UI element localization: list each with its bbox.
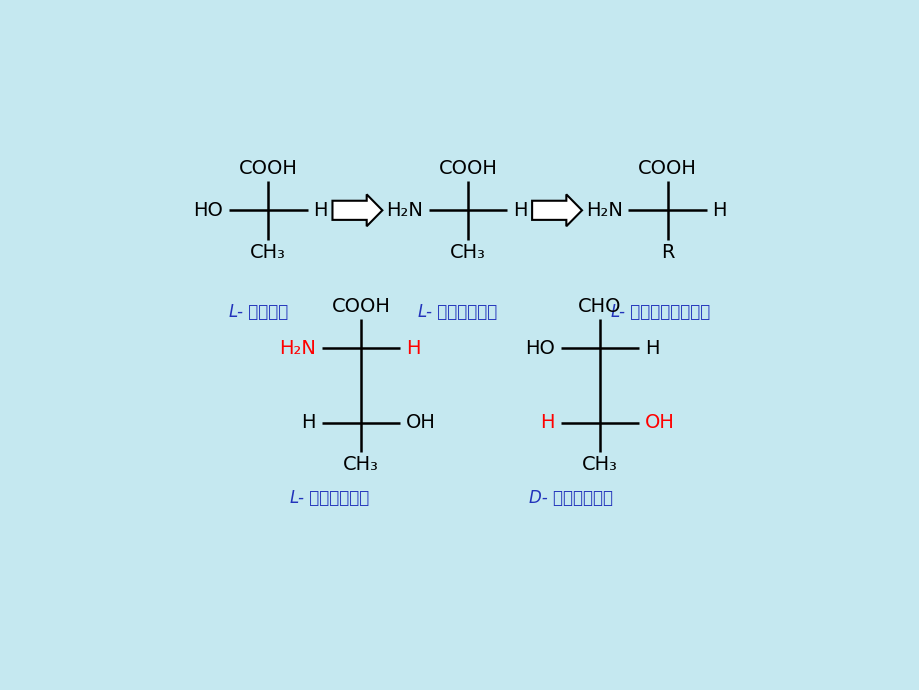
- Text: COOH: COOH: [438, 159, 497, 178]
- Text: COOH: COOH: [638, 159, 697, 178]
- Text: H: H: [512, 201, 527, 220]
- Polygon shape: [531, 195, 582, 226]
- Text: L- ？？？？？？: L- ？？？？？？: [417, 304, 497, 322]
- Text: OH: OH: [405, 413, 436, 433]
- Text: H: H: [644, 339, 659, 358]
- Text: COOH: COOH: [239, 159, 298, 178]
- Text: CH₃: CH₃: [449, 243, 485, 262]
- Text: OH: OH: [644, 413, 674, 433]
- Text: H₂N: H₂N: [386, 201, 423, 220]
- Text: COOH: COOH: [331, 297, 390, 316]
- Text: HO: HO: [193, 201, 223, 220]
- Polygon shape: [332, 195, 382, 226]
- Text: H₂N: H₂N: [585, 201, 622, 220]
- Text: CH₃: CH₃: [582, 455, 617, 474]
- Text: H: H: [711, 201, 726, 220]
- Text: H: H: [539, 413, 554, 433]
- Text: L- ？？？？？？: L- ？？？？？？: [289, 489, 369, 507]
- Text: HO: HO: [525, 339, 554, 358]
- Text: L- ？？？？: L- ？？？？: [229, 304, 288, 322]
- Text: H₂N: H₂N: [278, 339, 316, 358]
- Text: CH₃: CH₃: [250, 243, 286, 262]
- Text: L- ？？？？？？？？: L- ？？？？？？？？: [610, 304, 709, 322]
- Text: CH₃: CH₃: [343, 455, 379, 474]
- Text: H: H: [405, 339, 420, 358]
- Text: H: H: [312, 201, 327, 220]
- Text: D- ？？？？？？: D- ？？？？？？: [528, 489, 612, 507]
- Text: CHO: CHO: [577, 297, 621, 316]
- Text: R: R: [660, 243, 674, 262]
- Text: H: H: [301, 413, 316, 433]
